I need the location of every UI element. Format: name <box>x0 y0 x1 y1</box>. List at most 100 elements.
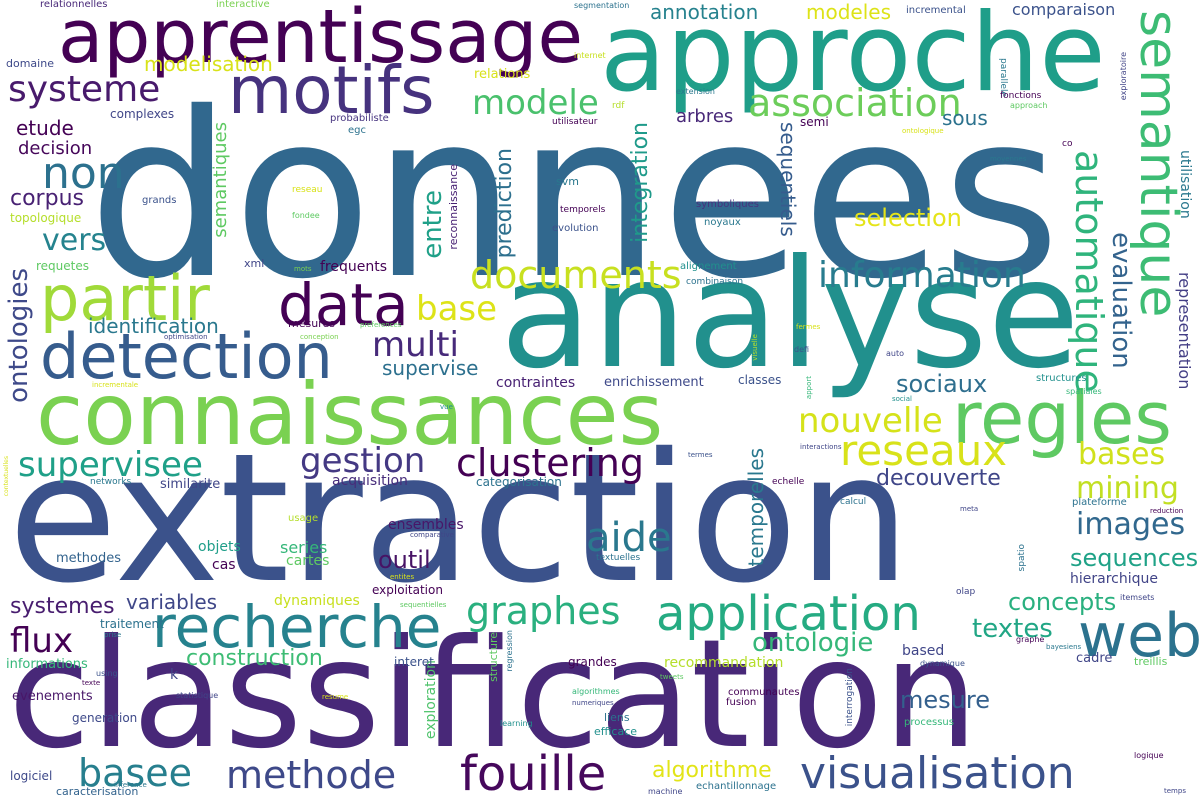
word-arbres: arbres <box>676 106 734 127</box>
word-texte: texte <box>82 679 101 687</box>
word-usage: usage <box>288 513 319 524</box>
word-social: social <box>892 395 912 403</box>
word-etude: etude <box>16 116 74 140</box>
word-rdf: rdf <box>612 101 625 111</box>
word-data: data <box>278 271 409 339</box>
word-selection: selection <box>854 204 962 232</box>
word-termes: termes <box>688 451 713 459</box>
word-reconnaissance: reconnaissance <box>447 164 460 250</box>
word-series: series <box>280 538 328 557</box>
word-systeme: systeme <box>8 69 161 110</box>
word-learning: learning <box>500 719 533 728</box>
word-methodes: methodes <box>56 551 121 566</box>
word-segmentation: segmentation <box>574 1 630 10</box>
word-motifs: motifs <box>228 52 435 129</box>
word-extension: extension <box>676 87 715 96</box>
word-comparaison: comparaison <box>1012 0 1116 19</box>
word-regression: regression <box>505 630 514 672</box>
word-statistique: statistique <box>176 691 219 700</box>
word-decouverte: decouverte <box>876 466 1001 491</box>
word-evolution: evolution <box>552 223 599 234</box>
word-plateforme: plateforme <box>1072 497 1127 508</box>
word-relationnelles: relationnelles <box>40 0 108 10</box>
word-incrementale: incrementale <box>92 381 139 389</box>
word-treillis: treillis <box>1134 655 1168 668</box>
word-incremental: incremental <box>906 5 966 16</box>
word-nouvelle: nouvelle <box>798 401 943 441</box>
word-symboliques: symboliques <box>696 199 759 210</box>
word-application: application <box>656 586 921 642</box>
word-apport: apport <box>805 376 813 400</box>
word-temps: temps <box>1164 787 1186 795</box>
word-interet: interet <box>394 655 434 669</box>
word-co: co <box>1062 139 1073 149</box>
word-sequentiels: sequentiels <box>776 122 800 237</box>
word-bayesiens: bayesiens <box>1046 643 1082 651</box>
word-dynamiques: dynamiques <box>274 593 360 609</box>
word-aide: aide <box>586 515 672 561</box>
word-traitement: traitement <box>100 617 164 631</box>
word-moyennes: moyennes <box>990 155 1027 163</box>
word-graphes: graphes <box>466 589 621 633</box>
word-fusion: fusion <box>726 697 757 708</box>
word-combinaison: combinaison <box>686 277 744 287</box>
word-apprentissage: apprentissage <box>58 0 584 80</box>
word-svm: svm <box>556 175 579 188</box>
word-annotation: annotation <box>650 0 759 24</box>
word-mesures: mesures <box>288 317 335 330</box>
word-vers: vers <box>42 223 107 258</box>
word-fouille: fouille <box>460 746 607 800</box>
word-extraction: extraction <box>8 415 911 622</box>
word-evaluation: evaluation <box>1106 232 1136 369</box>
word-logique: logique <box>1134 751 1164 760</box>
word-donnees: donnees <box>88 63 1061 329</box>
word-temporels: temporels <box>560 205 606 215</box>
word-mesure: mesure <box>900 686 990 714</box>
word-exploratoire: exploratoire <box>1119 52 1128 101</box>
word-images: images <box>1076 507 1186 542</box>
word-fondee: fondee <box>292 211 320 220</box>
word-resume: resume <box>322 693 349 701</box>
word-frequents: frequents <box>320 259 388 275</box>
word-auto: auto <box>886 349 905 358</box>
word-analyse: analyse <box>500 228 1080 402</box>
word-decision: decision <box>18 138 93 159</box>
word-complexes: complexes <box>110 107 175 121</box>
word-comparative: comparative <box>410 531 454 539</box>
word-efficace: efficace <box>594 725 638 738</box>
word-liens: liens <box>604 711 630 724</box>
word-information: information <box>818 255 1026 296</box>
word-k: k <box>170 667 179 683</box>
word-spatiales: spatiales <box>1066 387 1102 396</box>
word-meta: meta <box>960 505 979 513</box>
word-networks: networks <box>90 477 132 487</box>
word-clustering: clustering <box>456 441 644 485</box>
word-inference: inference <box>114 781 147 789</box>
word-calcul: calcul <box>840 497 867 507</box>
word-egc: egc <box>348 125 366 136</box>
word-reseau: reseau <box>292 185 323 195</box>
word-graphe: graphe <box>1016 635 1045 644</box>
word-visualisation: visualisation <box>800 748 1075 799</box>
word-dynamique: dynamique <box>920 659 965 668</box>
word-tweets: tweets <box>660 673 684 681</box>
word-optimisation: optimisation <box>164 333 208 341</box>
word-itemsets: itemsets <box>1120 593 1155 602</box>
word-entites: entites <box>390 573 415 581</box>
word-caracterisation: caracterisation <box>56 785 139 798</box>
word-generation: generation <box>72 711 138 725</box>
word-base: base <box>416 289 498 329</box>
word-contextuelles: contextuelles <box>3 456 10 497</box>
word-topologique: topologique <box>10 211 82 225</box>
word-fonctions: fonctions <box>1000 91 1042 101</box>
word-similarite: similarite <box>160 477 221 492</box>
word-semantiques: semantiques <box>210 122 231 238</box>
word-methode: methode <box>226 753 397 797</box>
word-logiciel: logiciel <box>10 769 53 783</box>
word-modelisation: modelisation <box>144 52 273 76</box>
word-identification: identification <box>88 314 219 338</box>
word-basee: basee <box>78 751 192 795</box>
word-numeriques: numeriques <box>572 699 614 707</box>
word-echantillonnage: echantillonnage <box>696 781 777 792</box>
word-alignement: alignement <box>680 261 737 272</box>
